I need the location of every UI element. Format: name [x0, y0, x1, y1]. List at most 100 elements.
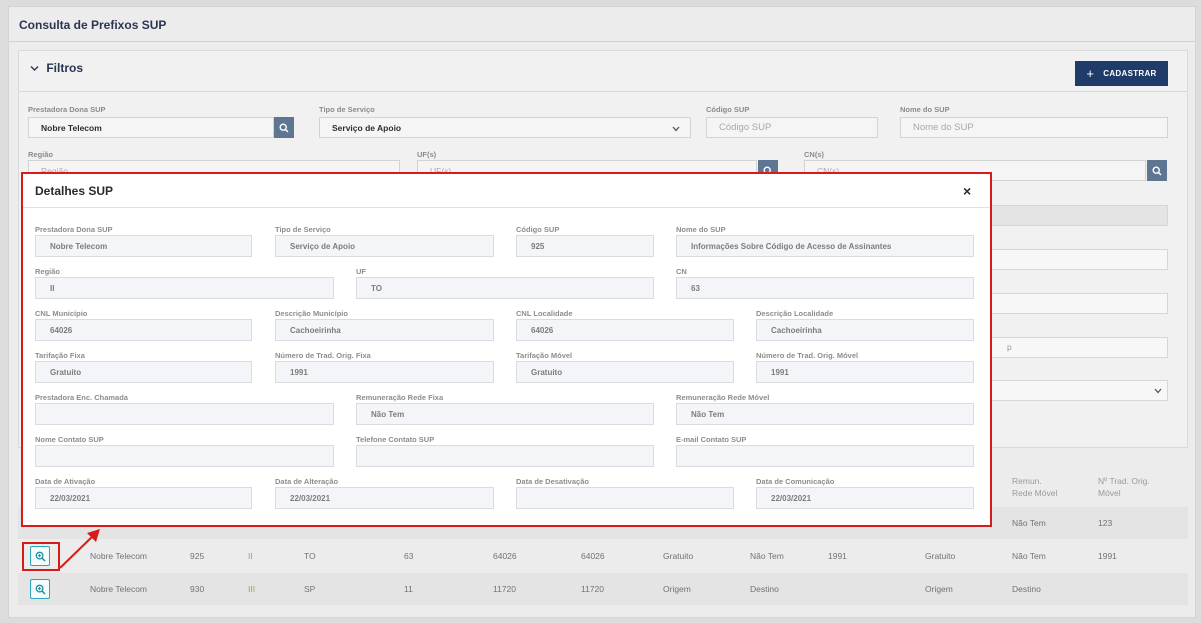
- table-cell: 123: [1098, 518, 1113, 528]
- tarif-movel-field: Gratuito: [516, 361, 734, 383]
- tipo-select[interactable]: Serviço de Apoio: [319, 117, 691, 138]
- desc-localidade-label: Descrição Localidade: [756, 309, 834, 318]
- table-row: Nobre Telecom 925 II TO 63 64026 64026 G…: [18, 540, 1188, 572]
- rem-movel-label: Remuneração Rede Móvel: [676, 393, 770, 402]
- table-cell: II: [248, 551, 253, 561]
- cnl-localidade-field: 64026: [516, 319, 734, 341]
- regiao-label: Região: [28, 150, 54, 159]
- prestadora-input[interactable]: Nobre Telecom: [28, 117, 274, 138]
- table-cell: 11: [404, 584, 413, 594]
- codigo-input[interactable]: Código SUP: [706, 117, 878, 138]
- zoom-in-icon: [35, 584, 46, 595]
- tipo-label: Tipo de Serviço: [275, 225, 331, 234]
- uf-label: UF(s): [417, 150, 437, 159]
- search-icon: [1152, 165, 1162, 176]
- modal-title: Detalhes SUP: [35, 184, 114, 198]
- divider: [9, 41, 1195, 42]
- rem-movel-field: Não Tem: [676, 403, 974, 425]
- table-cell: Nobre Telecom: [90, 551, 148, 561]
- filter-title: Filtros: [46, 61, 84, 75]
- codigo-label: Código SUP: [516, 225, 560, 234]
- table-cell: TO: [304, 551, 316, 561]
- table-cell: 930: [190, 584, 205, 594]
- regiao-label: Região: [35, 267, 61, 276]
- table-cell: 11720: [581, 584, 605, 594]
- nome-input[interactable]: Nome do SUP: [900, 117, 1168, 138]
- table-cell: SP: [304, 584, 316, 594]
- rem-fixa-field: Não Tem: [356, 403, 654, 425]
- divider: [23, 207, 990, 208]
- codigo-label: Código SUP: [706, 105, 750, 114]
- peek-text: p: [1007, 342, 1012, 352]
- data-comunicacao-label: Data de Comunicação: [756, 477, 835, 486]
- plus-icon: +: [1086, 66, 1095, 81]
- background-field: p: [990, 337, 1168, 358]
- nome-label: Nome do SUP: [676, 225, 726, 234]
- desc-municipio-field: Cachoeirinha: [275, 319, 494, 341]
- num-fixa-field: 1991: [275, 361, 494, 383]
- table-header: Remun. Rede Móvel Nº Trad. Orig. Móvel: [18, 472, 1188, 504]
- chevron-down-icon: [672, 126, 680, 132]
- table-cell: Origem: [925, 584, 953, 594]
- cn-label: CN: [676, 267, 687, 276]
- cn-label: CN(s): [804, 150, 824, 159]
- tipo-label: Tipo de Serviço: [319, 105, 375, 114]
- cnl-municipio-label: CNL Município: [35, 309, 88, 318]
- table-cell: 63: [404, 551, 414, 561]
- data-comunicacao-field: 22/03/2021: [756, 487, 974, 509]
- nome-label: Nome do SUP: [900, 105, 950, 114]
- email-contato-label: E-mail Contato SUP: [676, 435, 747, 444]
- column-header: Remun. Rede Móvel: [1012, 476, 1058, 498]
- view-details-button[interactable]: [30, 546, 50, 566]
- cn-search-button[interactable]: [1147, 160, 1167, 181]
- tarif-fixa-field: Gratuito: [35, 361, 252, 383]
- table-cell: Não Tem: [1012, 518, 1046, 528]
- tel-contato-label: Telefone Contato SUP: [356, 435, 435, 444]
- close-icon[interactable]: ×: [963, 183, 972, 199]
- desc-localidade-field: Cachoeirinha: [756, 319, 974, 341]
- table-cell: 64026: [581, 551, 605, 561]
- uf-label: UF: [356, 267, 366, 276]
- table-cell: Destino: [1012, 584, 1041, 594]
- table-cell: Não Tem: [1012, 551, 1046, 561]
- num-fixa-label: Número de Trad. Orig. Fixa: [275, 351, 371, 360]
- cn-field: 63: [676, 277, 974, 299]
- chevron-down-icon: [1154, 388, 1162, 394]
- table-cell: 1991: [1098, 551, 1117, 561]
- data-alteracao-field: 22/03/2021: [275, 487, 494, 509]
- highlight-box: [22, 542, 60, 571]
- filter-toggle[interactable]: Filtros: [30, 61, 83, 75]
- data-alteracao-label: Data de Alteração: [275, 477, 339, 486]
- prestadora-field: Nobre Telecom: [35, 235, 252, 257]
- email-contato-field: [676, 445, 974, 467]
- nome-contato-label: Nome Contato SUP: [35, 435, 104, 444]
- table-cell: Destino: [750, 584, 779, 594]
- desc-municipio-label: Descrição Município: [275, 309, 348, 318]
- cnl-municipio-field: 64026: [35, 319, 252, 341]
- prestadora-search-button[interactable]: [274, 117, 294, 138]
- view-details-button[interactable]: [30, 579, 50, 599]
- table-cell: Gratuito: [925, 551, 956, 561]
- regiao-field: II: [35, 277, 334, 299]
- tel-contato-field: [356, 445, 654, 467]
- prest-enc-field: [35, 403, 334, 425]
- table-cell: Nobre Telecom: [90, 584, 148, 594]
- table-cell: 925: [190, 551, 205, 561]
- tarif-fixa-label: Tarifação Fixa: [35, 351, 85, 360]
- tarif-movel-label: Tarifação Móvel: [516, 351, 573, 360]
- cadastrar-label: CADASTRAR: [1103, 69, 1157, 78]
- column-header: Nº Trad. Orig. Móvel: [1098, 476, 1150, 498]
- num-movel-label: Número de Trad. Orig. Móvel: [756, 351, 859, 360]
- divider: [19, 91, 1187, 92]
- table-cell: III: [248, 584, 256, 594]
- data-desativacao-label: Data de Desativação: [516, 477, 589, 486]
- rem-fixa-label: Remuneração Rede Fixa: [356, 393, 444, 402]
- prest-enc-label: Prestadora Enc. Chamada: [35, 393, 128, 402]
- page-title: Consulta de Prefixos SUP: [19, 18, 167, 32]
- prestadora-label: Prestadora Dona SUP: [28, 105, 106, 114]
- table-cell: 64026: [493, 551, 517, 561]
- tipo-field: Serviço de Apoio: [275, 235, 494, 257]
- cadastrar-button[interactable]: + CADASTRAR: [1075, 61, 1168, 86]
- num-movel-field: 1991: [756, 361, 974, 383]
